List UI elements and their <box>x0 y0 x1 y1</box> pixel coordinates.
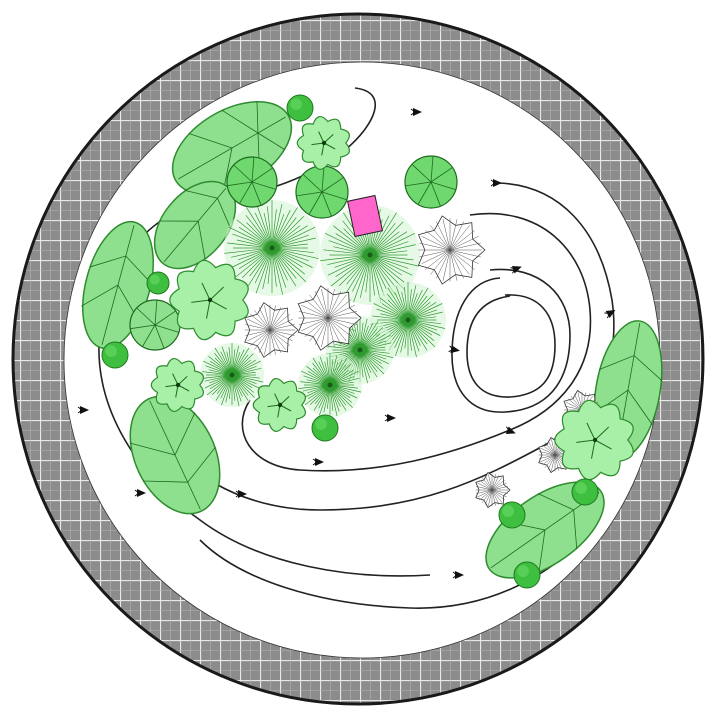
conifer-icon <box>298 353 362 417</box>
path-line <box>466 294 556 398</box>
broadleaf-shrub-icon <box>129 395 221 515</box>
lobed-tree-icon <box>169 259 249 341</box>
path-line <box>451 268 571 413</box>
arrow-marker-icon <box>490 179 502 187</box>
arrow-marker-icon <box>77 406 89 414</box>
lobed-tree-icon <box>296 116 350 170</box>
path-line <box>199 539 561 609</box>
white-flower-icon <box>297 285 362 351</box>
small-tree-icon <box>311 414 339 442</box>
round-tree-icon <box>295 165 349 219</box>
small-tree-icon <box>146 271 170 295</box>
arrow-marker-icon <box>235 490 247 498</box>
round-tree-icon <box>129 299 181 351</box>
round-tree-icon <box>226 156 278 208</box>
small-tree-icon <box>513 561 541 589</box>
conifer-icon <box>224 200 320 296</box>
white-flower-icon <box>475 471 511 509</box>
arrow-marker-icon <box>504 426 516 435</box>
arrow-marker-icon <box>410 108 422 116</box>
pink-marker-icon <box>346 194 384 238</box>
round-tree-icon <box>404 155 458 209</box>
lobed-tree-icon <box>150 358 204 412</box>
arrow-marker-icon <box>384 414 396 422</box>
arrow-marker-icon <box>134 489 146 497</box>
round-tree-group <box>129 155 458 351</box>
arrow-marker-icon <box>448 345 460 354</box>
arrow-marker-icon <box>510 265 522 274</box>
arrow-marker-icon <box>312 458 324 466</box>
broadleaf-shrub-icon <box>485 481 605 579</box>
white-flower-icon <box>417 215 486 285</box>
lobed-tree-icon <box>252 378 306 432</box>
small-tree-icon <box>101 341 129 369</box>
conifer-group <box>200 200 446 417</box>
arrow-marker-icon <box>604 310 616 319</box>
white-flower-icon <box>244 302 299 358</box>
lobed-tree-icon <box>554 399 634 481</box>
small-tree-icon <box>498 501 526 529</box>
conifer-icon <box>200 343 264 407</box>
small-tree-icon <box>571 478 599 506</box>
small-tree-group <box>101 94 599 589</box>
small-tree-icon <box>286 94 314 122</box>
lobed-tree-group <box>150 116 634 481</box>
arrow-marker-group <box>77 108 616 579</box>
arrow-marker-icon <box>452 571 464 579</box>
